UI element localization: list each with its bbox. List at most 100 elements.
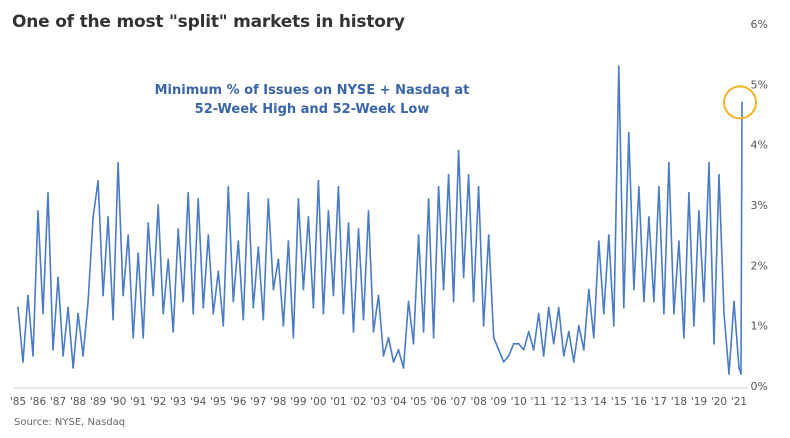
data-point: [352, 330, 355, 333]
data-point: [728, 373, 730, 375]
data-point: [372, 330, 375, 333]
data-point: [162, 312, 165, 315]
data-point: [207, 234, 210, 237]
data-point: [232, 300, 235, 303]
data-point: [277, 258, 280, 261]
data-point: [427, 198, 430, 200]
data-point: [212, 312, 215, 315]
x-tick-label: '21: [731, 396, 747, 408]
data-point: [557, 306, 560, 309]
data-point: [337, 186, 340, 188]
data-point: [527, 330, 530, 333]
data-point: [738, 367, 740, 369]
data-point: [177, 228, 180, 231]
data-point: [693, 324, 695, 327]
data-point: [422, 330, 425, 333]
y-axis-ticks: 0% 1% 2% 3% 4% 5% 6%: [751, 18, 768, 393]
data-point: [652, 300, 655, 303]
data-point: [332, 294, 335, 297]
data-point: [297, 198, 300, 200]
x-tick-label: '17: [651, 396, 667, 408]
data-point: [257, 246, 260, 249]
data-point: [137, 252, 140, 255]
data-point: [562, 354, 565, 357]
data-point: [57, 276, 59, 279]
x-tick-label: '94: [190, 396, 207, 408]
data-point: [417, 234, 420, 237]
data-point: [157, 204, 160, 206]
x-tick-label: '16: [631, 396, 648, 408]
data-point: [517, 342, 520, 345]
data-point: [597, 240, 600, 243]
data-point: [482, 324, 485, 327]
data-point: [152, 294, 155, 297]
data-point: [733, 300, 735, 303]
data-point: [252, 306, 255, 309]
data-point: [347, 222, 350, 225]
x-tick-label: '87: [50, 396, 66, 408]
data-point: [362, 318, 365, 321]
x-tick-label: '08: [471, 396, 487, 408]
y-tick-label: 3%: [751, 199, 768, 212]
data-point: [17, 306, 19, 309]
data-point: [82, 354, 84, 357]
data-point: [412, 342, 415, 345]
data-point: [307, 216, 310, 218]
data-point: [52, 348, 54, 351]
annotation-line-1: Minimum % of Issues on NYSE + Nasdaq at: [155, 83, 470, 98]
data-point: [397, 348, 400, 351]
chart-title: One of the most "split" markets in histo…: [12, 12, 405, 32]
data-point: [487, 234, 490, 237]
x-tick-label: '91: [130, 396, 146, 408]
data-point: [703, 300, 705, 303]
data-point: [32, 354, 34, 357]
x-tick-label: '93: [170, 396, 186, 408]
data-point: [678, 240, 680, 243]
y-tick-label: 4%: [751, 139, 768, 152]
x-tick-label: '15: [611, 396, 627, 408]
x-tick-label: '96: [230, 396, 247, 408]
data-point: [532, 348, 535, 351]
data-point: [237, 240, 240, 243]
data-point: [447, 173, 450, 176]
x-tick-label: '13: [571, 396, 587, 408]
data-point: [537, 312, 540, 315]
data-point: [432, 336, 435, 339]
source-note: Source: NYSE, Nasdaq: [14, 417, 126, 428]
x-tick-label: '14: [591, 396, 608, 408]
data-point: [683, 336, 685, 339]
data-point: [322, 312, 325, 315]
data-point: [723, 312, 725, 315]
x-tick-label: '99: [290, 396, 306, 408]
data-point: [382, 354, 385, 357]
data-point: [477, 186, 480, 188]
x-tick-label: '92: [150, 396, 166, 408]
data-point: [542, 354, 545, 357]
data-point: [92, 216, 95, 218]
data-point: [77, 312, 79, 315]
data-point: [627, 131, 630, 134]
data-point: [507, 354, 510, 357]
x-tick-label: '04: [390, 396, 407, 408]
data-point: [142, 336, 145, 339]
x-tick-label: '11: [531, 396, 547, 408]
x-tick-label: '19: [691, 396, 707, 408]
data-point: [572, 360, 575, 363]
highlight-circle: [723, 85, 757, 120]
x-tick-label: '20: [711, 396, 727, 408]
data-point: [392, 360, 395, 363]
data-point: [292, 336, 295, 339]
x-tick-label: '10: [511, 396, 527, 408]
data-point: [262, 318, 265, 321]
data-point: [622, 306, 625, 309]
data-point: [612, 324, 615, 327]
data-point: [247, 192, 250, 194]
data-point: [602, 312, 605, 315]
data-point: [582, 348, 585, 351]
x-tick-label: '12: [551, 396, 567, 408]
x-tick-label: '02: [350, 396, 366, 408]
x-tick-label: '03: [370, 396, 386, 408]
data-point: [637, 186, 640, 188]
data-point: [402, 367, 405, 369]
